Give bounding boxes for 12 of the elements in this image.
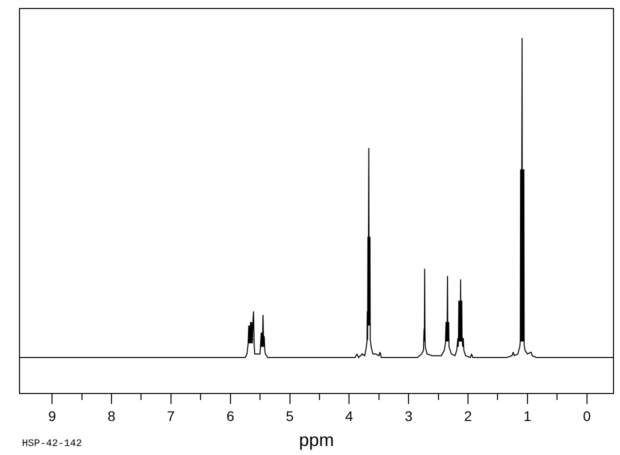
x-tick-label: 7 bbox=[167, 408, 176, 424]
x-tick-label: 6 bbox=[226, 408, 234, 424]
x-tick-label: 8 bbox=[108, 408, 116, 424]
text: HSP-42-142 bbox=[22, 439, 82, 450]
x-tick-label: 1 bbox=[524, 408, 532, 424]
x-axis-title: ppm bbox=[298, 430, 334, 450]
x-tick-label: 9 bbox=[48, 408, 56, 424]
x-tick-label: 5 bbox=[286, 408, 294, 424]
x-tick-label: 0 bbox=[582, 408, 591, 424]
x-tick-label: 4 bbox=[345, 408, 354, 424]
x-tick-label: 2 bbox=[464, 408, 472, 424]
x-tick-label: 3 bbox=[404, 408, 413, 424]
